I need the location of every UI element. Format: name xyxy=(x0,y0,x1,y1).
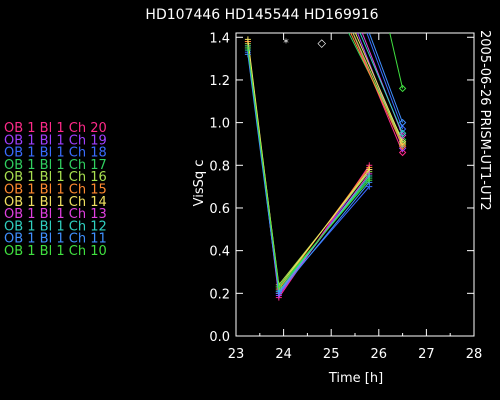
y-tick-label: 0.0 xyxy=(209,330,230,345)
data-point-diamond xyxy=(398,142,407,150)
series-line xyxy=(247,45,370,297)
marker-symbol: ◇ xyxy=(317,37,326,50)
series-line xyxy=(247,50,370,293)
data-point xyxy=(275,283,282,290)
series-line-segment xyxy=(359,33,404,134)
data-point-diamond xyxy=(398,148,407,157)
series-line xyxy=(247,47,370,289)
legend-item: OB 1 Bl 1 Ch 13 xyxy=(4,207,107,222)
legend-item: OB 1 Bl 1 Ch 12 xyxy=(4,219,107,234)
y-tick-label: 0.2 xyxy=(209,287,230,302)
x-tick-label: 26 xyxy=(371,347,388,362)
data-point-diamond xyxy=(398,118,407,127)
series-line-segment xyxy=(350,33,404,147)
series-line-segment xyxy=(389,33,404,89)
axis-layer: 23 24 25 26 27 28 0.0 0.2 0.4 0.6 0.8 1.0 1.2 1.4 xyxy=(209,31,482,362)
x-tick-label: 25 xyxy=(323,347,340,362)
series-line xyxy=(247,41,370,299)
series-line xyxy=(247,52,370,293)
data-point xyxy=(244,44,251,51)
y-tick-label: 0.6 xyxy=(209,202,230,217)
x-tick-label: 28 xyxy=(466,347,483,362)
marker-symbol: * xyxy=(283,37,289,50)
legend-item: OB 1 Bl 1 Ch 17 xyxy=(4,158,107,173)
series-line-segment xyxy=(366,33,404,130)
y-tick-label: 0.8 xyxy=(209,159,230,174)
data-point xyxy=(244,36,251,43)
x-axis-label: Time [h] xyxy=(328,371,383,386)
series-line-segment xyxy=(354,33,404,143)
marker-layer: * ◇ xyxy=(283,37,326,50)
legend-item: OB 1 Bl 1 Ch 19 xyxy=(4,133,107,148)
data-point xyxy=(366,177,373,184)
data-point xyxy=(244,51,251,58)
y-axis-label: VisSq c xyxy=(192,160,207,207)
y-tick-label: 0.4 xyxy=(209,245,230,260)
series-line-segment xyxy=(368,33,404,123)
legend-item: OB 1 Bl 1 Ch 10 xyxy=(4,244,107,259)
chart-title: HD107446 HD145544 HD169916 xyxy=(145,7,378,23)
legend-item: OB 1 Bl 1 Ch 14 xyxy=(4,195,107,210)
y-tick-label: 1.2 xyxy=(209,74,230,89)
side-label: 2005-06-26 PRISM-UT1-UT2 xyxy=(477,30,492,211)
series-line-segment xyxy=(352,33,404,145)
y-tick-label: 1.0 xyxy=(209,117,230,132)
legend-item: OB 1 Bl 1 Ch 15 xyxy=(4,183,107,198)
series-line xyxy=(247,54,370,295)
y-tick-label: 1.4 xyxy=(209,31,230,46)
legend-item: OB 1 Bl 1 Ch 16 xyxy=(4,170,107,185)
series-layer xyxy=(244,33,407,301)
x-tick-label: 23 xyxy=(228,347,245,362)
data-point-diamond xyxy=(398,84,407,93)
data-point-diamond xyxy=(398,129,407,137)
plot-frame xyxy=(235,32,475,337)
legend-item: OB 1 Bl 1 Ch 11 xyxy=(4,232,107,247)
data-point xyxy=(275,290,282,297)
legend-item: OB 1 Bl 1 Ch 20 xyxy=(4,121,107,136)
data-point-diamond xyxy=(398,138,407,146)
legend-item: OB 1 Bl 1 Ch 18 xyxy=(4,146,107,161)
x-tick-label: 27 xyxy=(418,347,435,362)
x-tick-label: 24 xyxy=(275,347,292,362)
